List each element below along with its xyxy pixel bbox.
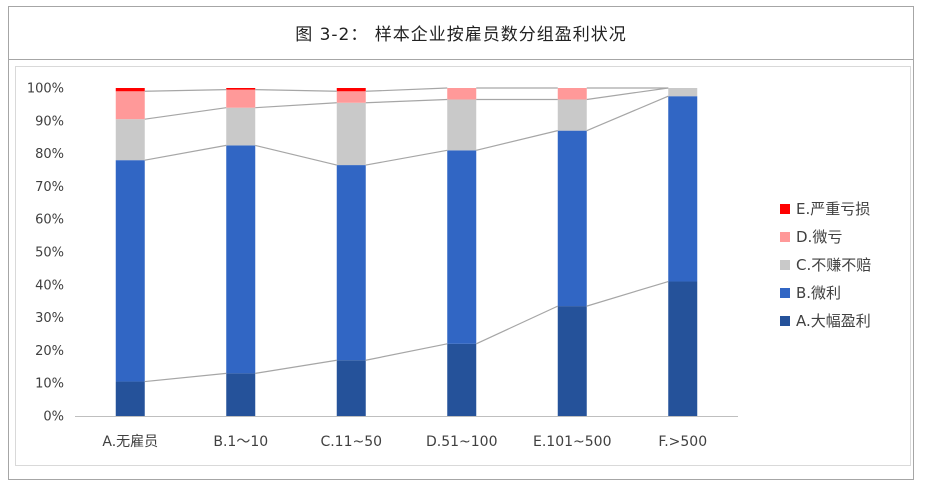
x-tick-label: C.11~50 [320,434,382,450]
series-line [586,87,669,101]
legend-label: A.大幅盈利 [796,312,871,330]
legend-swatch [780,204,790,214]
bar-segment [115,91,145,120]
y-tick-label: 100% [27,82,64,97]
y-tick-label: 80% [35,147,64,162]
bar-segment [447,99,477,151]
y-tick-label: 60% [35,213,64,228]
y-tick-label: 70% [35,180,64,195]
bar-segment [557,99,587,131]
legend-swatch [780,232,790,242]
series-line [365,343,448,361]
bar-segment [557,88,587,100]
legend-label: E.严重亏损 [796,200,870,218]
bar-segment [115,160,145,382]
x-tick-label: A.无雇员 [102,433,158,450]
bar-segment [557,130,587,307]
bar-segment [336,165,366,361]
series-line [586,95,669,132]
bar-segment [226,373,256,416]
bar-segment [115,88,145,92]
series-line [255,89,337,92]
bar-segment [226,89,256,108]
bar-segment [668,281,698,416]
bar-segment [336,88,366,92]
y-tick-label: 10% [35,377,64,392]
series-line [144,107,227,120]
series-line [255,359,337,374]
bar-segment [336,360,366,416]
series-line [586,280,669,307]
x-tick-label: D.51~100 [426,434,498,450]
y-tick-label: 20% [35,344,64,359]
bar-segment [447,88,477,100]
series-line [365,98,448,104]
x-tick-label: E.101~500 [533,434,611,450]
legend-label: B.微利 [796,284,841,302]
legend-label: D.微亏 [796,228,842,246]
x-tick-label: B.1～10 [213,434,268,450]
series-line [144,372,227,383]
bar-segment [668,88,698,97]
series-line [144,89,227,92]
plot-container [15,66,911,466]
series-line [255,102,337,109]
bar-segment [668,96,698,282]
bar-segment [115,119,145,161]
bar-segment [447,150,477,344]
series-line [365,87,448,92]
bar-segment [226,145,256,374]
y-tick-label: 30% [35,311,64,326]
legend-swatch [780,260,790,270]
series-line [476,130,558,151]
y-tick-label: 50% [35,246,64,261]
chart-title: 图 3-2： 样本企业按雇员数分组盈利状况 [8,6,914,60]
series-line [144,144,227,161]
legend-swatch [780,288,790,298]
series-line [365,149,448,166]
y-tick-label: 40% [35,278,64,293]
bar-segment [336,102,366,166]
bar-segment [557,306,587,416]
legend-label: C.不赚不赔 [796,256,871,274]
legend-swatch [780,316,790,326]
bar-segment [447,343,477,416]
bar-segment [226,88,256,90]
y-tick-label: 90% [35,114,64,129]
bar-segment [336,91,366,103]
y-tick-label: 0% [43,410,64,425]
series-line [255,144,337,166]
bar-segment [226,107,256,146]
x-tick-label: F.>500 [658,434,707,450]
bar-segment [115,381,145,416]
series-line [475,305,559,345]
